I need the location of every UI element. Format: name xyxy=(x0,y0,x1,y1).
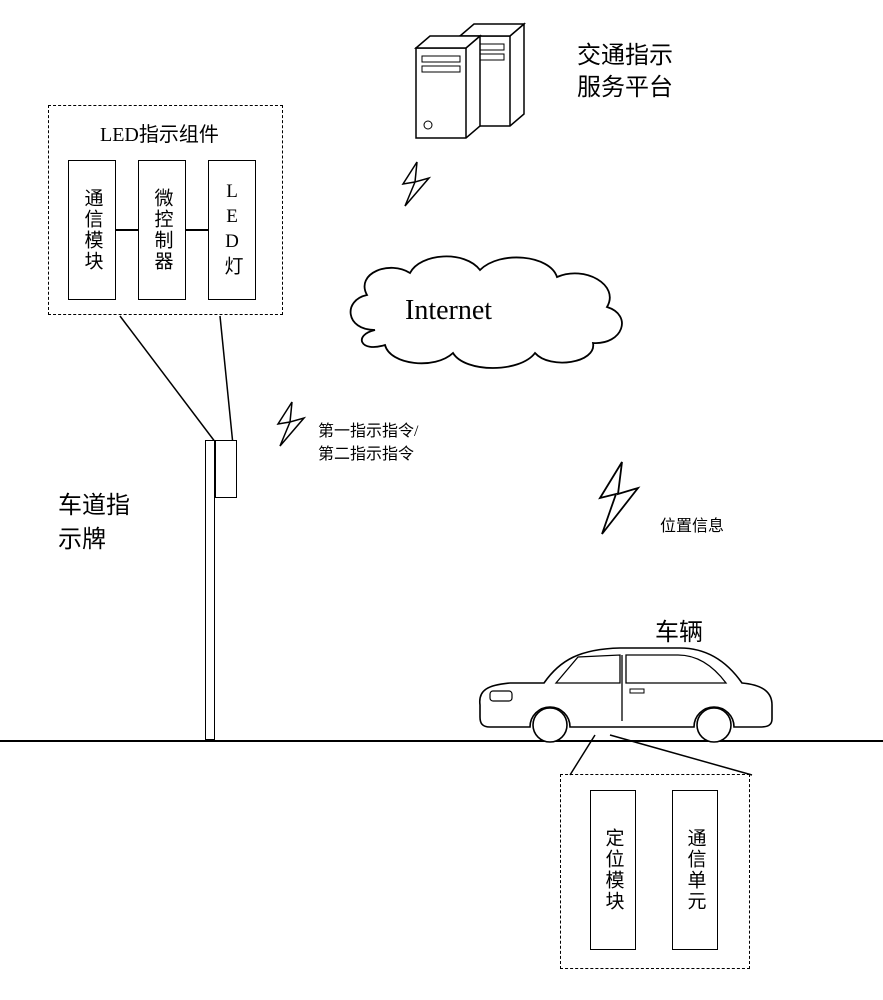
pole xyxy=(205,440,215,740)
wireless-platform-internet xyxy=(395,160,439,215)
led-component-title: LED指示组件 xyxy=(100,118,219,147)
instruction-label: 第一指示指令/ 第二指示指令 xyxy=(318,420,418,466)
location-info-label: 位置信息 xyxy=(660,512,724,536)
positioning-module-box: 定位模块 xyxy=(590,790,636,950)
comm-module-label: 通信模块 xyxy=(79,188,106,272)
comm-module-box: 通信模块 xyxy=(68,160,116,300)
sign-label: 车道指 示牌 xyxy=(58,490,130,557)
conn-comm-micro xyxy=(116,229,138,231)
comm-unit-box: 通信单元 xyxy=(672,790,718,950)
wireless-car-internet xyxy=(590,460,650,545)
vehicle-label: 车辆 xyxy=(655,612,703,647)
platform-label: 交通指示 服务平台 xyxy=(577,40,673,105)
wireless-sign-internet xyxy=(270,400,314,455)
vehicle-components-box xyxy=(560,774,750,969)
microcontroller-label: 微控制器 xyxy=(149,188,176,272)
servers-icon xyxy=(398,18,558,148)
sign-rect xyxy=(215,440,237,498)
comm-unit-label: 通信单元 xyxy=(682,828,709,912)
led-light-box: LED灯 xyxy=(208,160,256,300)
internet-label: Internet xyxy=(405,295,492,327)
microcontroller-box: 微控制器 xyxy=(138,160,186,300)
car-icon xyxy=(470,635,780,745)
diagram-stage: 交通指示 服务平台 LED指示组件 通信模块 微控制器 LED灯 车道指 示牌 … xyxy=(0,0,883,1000)
positioning-module-label: 定位模块 xyxy=(600,828,627,912)
led-light-label: LED灯 xyxy=(219,181,246,279)
conn-micro-led xyxy=(186,229,208,231)
